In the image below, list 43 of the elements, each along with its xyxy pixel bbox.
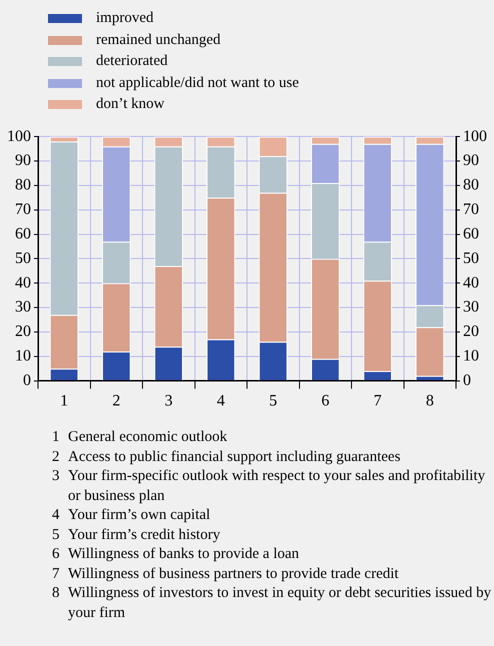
text: 4 Your firm’s own capital	[52, 506, 210, 525]
y2-tick-label: 10	[463, 348, 479, 365]
y-tick-label: 70	[15, 201, 31, 218]
y-tick-label: 10	[15, 348, 31, 365]
y-tick-label: 40	[15, 274, 31, 292]
legend-label: don’t know	[96, 95, 164, 114]
y-tick-label: 60	[15, 225, 31, 242]
text: 2 Access to public financial support including guarantees	[52, 448, 400, 466]
y2-tick-label: 50	[463, 250, 479, 267]
x-tick-label: 2	[112, 392, 120, 410]
legend-label: remained unchanged	[96, 30, 221, 50]
text: 5 Your firm’s credit history	[52, 526, 220, 544]
y-tick-label: 0	[23, 372, 31, 390]
x-tick-label: 7	[374, 392, 382, 410]
text: 6 Willingness of banks to provide a loan	[52, 545, 300, 564]
text: 3 Your firm-specific outlook with respect to your sales and profitability or business plan	[52, 467, 486, 506]
y2-tick-label: 40	[463, 274, 479, 292]
y2-tick-label: 0	[463, 372, 471, 390]
x-tick-label: 3	[164, 392, 173, 410]
legend-label: not applicable/did not want to use	[96, 74, 299, 92]
text: 1 General economic outlook	[52, 428, 228, 447]
y-tick-label: 80	[15, 176, 31, 194]
text: 7 Willingness of business partners to provide trade credit	[52, 564, 399, 584]
x-tick-label: 8	[426, 392, 434, 410]
y-tick-label: 20	[15, 323, 31, 340]
x-tick-label: 5	[269, 392, 278, 410]
legend-label: improved	[96, 9, 154, 28]
text: 8 Willingness of investors to invest in equity or debt securities issued by your firm	[52, 584, 492, 622]
y2-tick-label: 30	[463, 298, 479, 316]
x-tick-label: 6	[321, 392, 330, 410]
x-tick-label: 4	[216, 392, 225, 410]
y2-tick-label: 20	[463, 323, 479, 340]
y-tick-label: 90	[15, 152, 31, 170]
y2-tick-label: 60	[463, 225, 479, 242]
y2-tick-label: 70	[463, 201, 479, 218]
y-tick-label: 50	[15, 250, 31, 267]
y2-tick-label: 80	[463, 176, 479, 194]
y2-tick-label: 90	[463, 152, 479, 170]
y-tick-label: 100	[7, 128, 31, 145]
y-tick-label: 30	[15, 298, 31, 316]
legend-label: deteriorated	[96, 52, 168, 71]
y2-tick-label: 100	[463, 128, 487, 145]
x-tick-label: 1	[60, 392, 68, 410]
